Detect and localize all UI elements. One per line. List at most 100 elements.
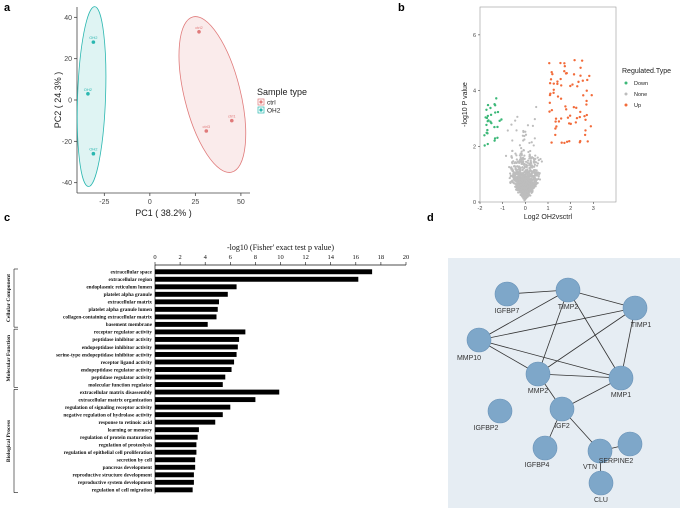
y-tick-label: 6: [473, 33, 476, 39]
sample-label: OH2: [84, 87, 93, 92]
category-label: regulation of signaling receptor activit…: [65, 405, 152, 411]
point-none: [528, 154, 531, 157]
point-none: [535, 164, 539, 167]
oh2-confidence-ellipse: [76, 6, 107, 187]
point-up: [550, 70, 553, 74]
bar: [155, 359, 235, 365]
point-none: [521, 165, 524, 169]
point-none: [531, 124, 535, 127]
point-none: [514, 152, 517, 155]
x-tick-label: 20: [403, 254, 410, 261]
bar: [155, 419, 216, 425]
point-none: [519, 157, 522, 161]
category-label: extracellular region: [109, 277, 153, 283]
network-edge: [478, 339, 622, 379]
point-none: [525, 187, 528, 190]
point-up: [549, 92, 552, 95]
category-label: collagen-containing extracellular matrix: [63, 315, 152, 321]
node-mmp2: [525, 361, 551, 387]
point-none: [524, 133, 528, 136]
point-none: [514, 161, 517, 164]
point-up: [549, 78, 553, 81]
point-none: [526, 159, 530, 162]
point-none: [536, 156, 539, 159]
point-none: [508, 165, 511, 169]
point-up: [563, 64, 567, 68]
point-up: [583, 114, 586, 118]
point-none: [523, 195, 526, 199]
point-none: [523, 138, 526, 141]
pca-plot: -40 -20 0 20 40 -25 0 25 50 PC1 ( 38.2% ) PC2 ( 24…: [53, 6, 307, 218]
bar: [155, 382, 223, 388]
x-tick-label: 0: [148, 199, 152, 206]
point-down: [494, 111, 497, 114]
point-none: [532, 158, 536, 161]
sample-point: [229, 118, 234, 123]
category-label: endopeptidase regulator activity: [81, 367, 153, 373]
point-none: [525, 195, 529, 198]
point-none: [534, 154, 537, 157]
point-up: [569, 84, 572, 88]
point-up: [581, 79, 585, 82]
point-up: [548, 61, 551, 65]
point-none: [526, 169, 529, 172]
point-none: [520, 172, 523, 175]
node-label: IGF2: [554, 423, 570, 430]
point-none: [524, 176, 528, 179]
node-clu: [588, 470, 614, 496]
group-label: Molecular Function: [6, 335, 12, 382]
point-none: [523, 157, 526, 160]
sample-label: OH2: [89, 35, 98, 40]
bar: [155, 336, 240, 342]
point-up: [552, 88, 555, 91]
y-tick-label: 2: [473, 144, 476, 150]
bar: [155, 276, 359, 282]
point-none: [526, 177, 529, 180]
point-none: [516, 188, 520, 192]
category-label: extracellular space: [110, 270, 152, 276]
point-none: [526, 124, 530, 127]
point-none: [522, 130, 525, 134]
point-up: [557, 120, 561, 123]
point-up: [550, 108, 554, 112]
network-edge: [478, 289, 569, 341]
point-none: [533, 118, 536, 121]
point-none: [511, 174, 514, 177]
panel-label-b: b: [398, 2, 405, 14]
point-up: [568, 140, 571, 143]
point-down: [487, 119, 490, 122]
point-down: [489, 106, 492, 110]
node-timp1: [622, 295, 648, 321]
category-label: regulation of protein maturation: [80, 435, 152, 441]
point-up: [569, 122, 572, 126]
category-label: reproductive system development: [78, 480, 152, 486]
point-up: [550, 141, 553, 144]
point-none: [509, 175, 512, 178]
point-up: [568, 114, 572, 117]
point-none: [518, 144, 522, 147]
point-none: [523, 134, 526, 138]
point-none: [519, 186, 523, 189]
node-mmp10: [466, 327, 492, 353]
legend-marker: [259, 100, 263, 104]
point-none: [529, 149, 532, 153]
legend-marker: [624, 81, 628, 85]
category-label: endopeptidase inhibitor activity: [82, 345, 153, 351]
legend-marker: [624, 92, 628, 96]
point-up: [559, 97, 563, 100]
point-none: [517, 174, 520, 177]
bar: [155, 487, 193, 493]
point-none: [530, 173, 533, 176]
point-none: [520, 150, 523, 153]
x-tick-label: 8: [254, 254, 257, 261]
category-label: regulation of proteolysis: [99, 443, 152, 449]
category-label: platelet alpha granule: [104, 292, 153, 298]
x-tick-label: 4: [204, 254, 208, 261]
point-none: [508, 176, 511, 180]
y-tick-label: -20: [62, 139, 72, 146]
point-none: [530, 156, 534, 159]
point-none: [539, 157, 542, 161]
bar: [155, 306, 218, 312]
x-tick-label: 10: [277, 254, 284, 261]
point-down: [500, 118, 503, 121]
